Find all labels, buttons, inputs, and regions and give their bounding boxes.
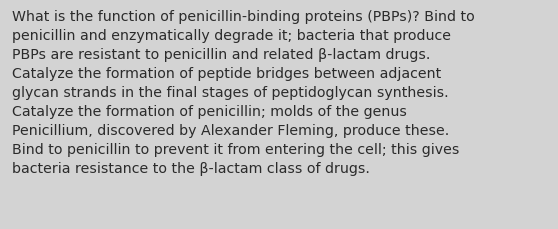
Text: What is the function of penicillin-binding proteins (PBPs)? Bind to
penicillin a: What is the function of penicillin-bindi… [12,10,475,175]
